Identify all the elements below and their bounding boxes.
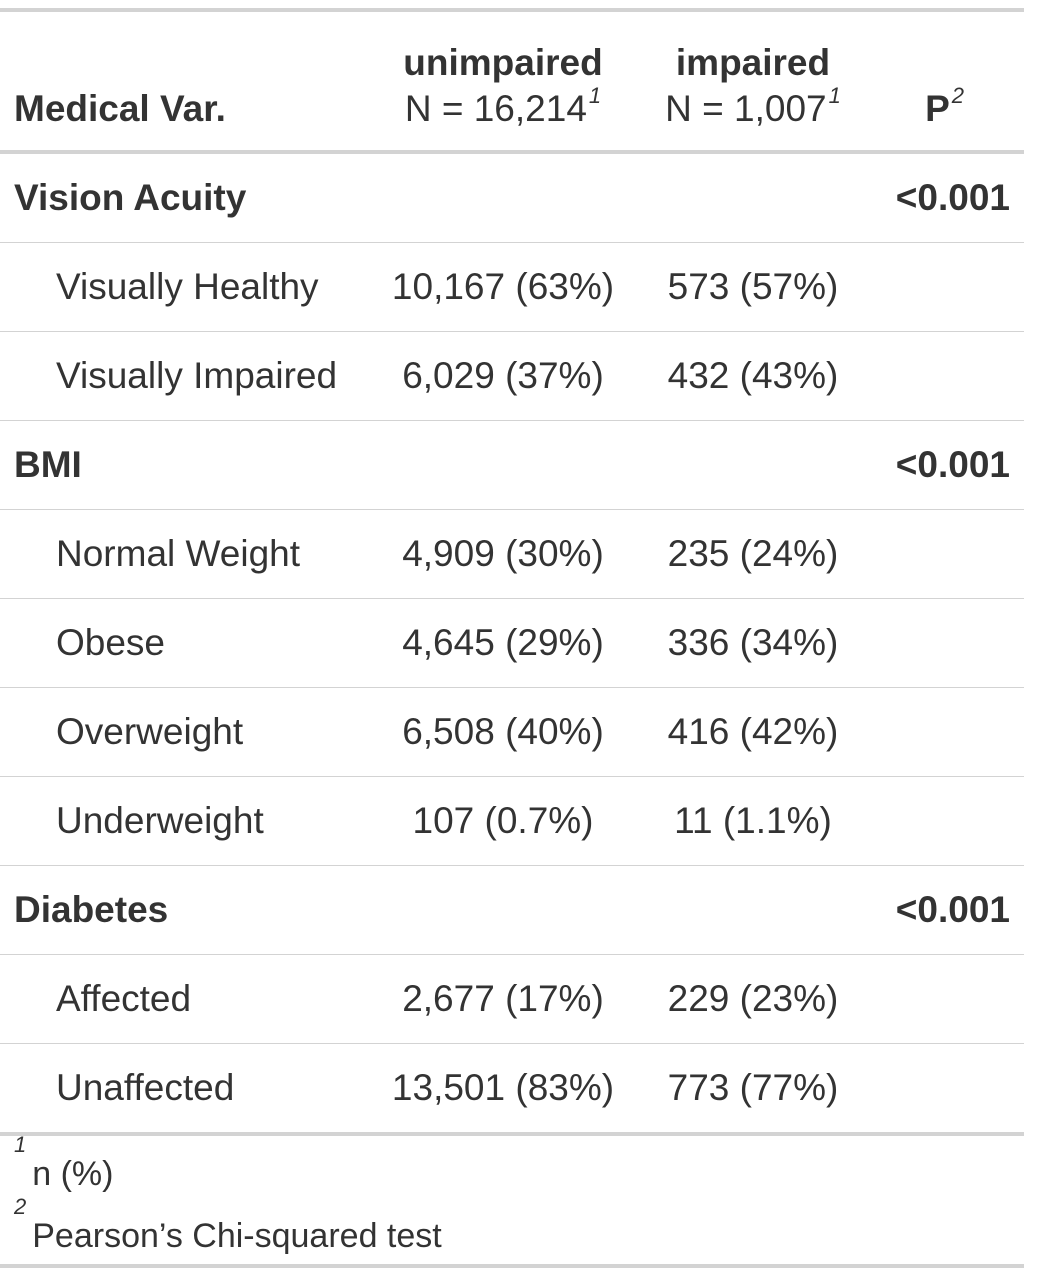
cell-p-value — [870, 509, 1024, 599]
header-impaired-n-text: N = 1,007 — [665, 87, 827, 129]
header-unimpaired-name: unimpaired — [403, 41, 603, 83]
header-impaired-n: N = 1,0071 — [636, 82, 870, 132]
cell-unimpaired: 6,029 (37%) — [370, 331, 636, 421]
cell-p-value — [870, 687, 1024, 777]
cell-unimpaired: 107 (0.7%) — [370, 776, 636, 866]
cell-unimpaired: 10,167 (63%) — [370, 242, 636, 332]
header-unimpaired: unimpaired N = 16,2141 — [370, 12, 636, 150]
header-variable-label: Medical Var. — [14, 87, 226, 129]
table-row: Unaffected 13,501 (83%) 773 (77%) — [0, 1044, 1024, 1133]
cell-impaired: 11 (1.1%) — [636, 776, 870, 866]
cell-impaired — [636, 154, 870, 243]
row-label: Unaffected — [56, 1067, 235, 1108]
cell-impaired: 432 (43%) — [636, 331, 870, 421]
cell-unimpaired — [370, 420, 636, 510]
header-unimpaired-n: N = 16,2141 — [370, 82, 636, 132]
cell-p-value — [870, 1044, 1024, 1133]
cell-p-value: <0.001 — [870, 865, 1024, 955]
group-row: BMI <0.001 — [0, 420, 1024, 510]
footnote-1: 1 n (%) — [14, 1132, 1024, 1194]
top-rule — [0, 8, 1024, 12]
table-row: Overweight 6,508 (40%) 416 (42%) — [0, 687, 1024, 777]
header-p-label: P — [925, 87, 950, 129]
table-row: Underweight 107 (0.7%) 11 (1.1%) — [0, 776, 1024, 866]
cell-unimpaired: 2,677 (17%) — [370, 954, 636, 1044]
footnotes: 1 n (%) 2 Pearson’s Chi-squared test — [0, 1132, 1024, 1264]
header-impaired-name: impaired — [675, 41, 831, 83]
footnote-mark: 2 — [14, 1194, 27, 1219]
row-label: BMI — [0, 420, 370, 510]
cell-p-value: <0.001 — [870, 154, 1024, 243]
table-header: Medical Var. unimpaired N = 16,2141 impa… — [0, 12, 1024, 150]
footnote-2: 2 Pearson’s Chi-squared test — [14, 1194, 1024, 1264]
cell-unimpaired — [370, 865, 636, 955]
row-label: Diabetes — [0, 865, 370, 955]
header-p-value: P2 — [870, 12, 1024, 150]
row-label: Visually Healthy — [0, 242, 370, 332]
header-unimpaired-n-text: N = 16,214 — [404, 87, 587, 129]
data-table-body: Vision Acuity <0.001 Visually Healthy 10,16… — [0, 154, 1024, 1132]
header-variable: Medical Var. — [0, 12, 370, 150]
footnote-text: n (%) — [32, 1155, 114, 1193]
cell-p-value — [870, 331, 1024, 421]
data-table: Medical Var. unimpaired N = 16,2141 impa… — [0, 12, 1024, 150]
cell-p-value: <0.001 — [870, 420, 1024, 510]
footnote-mark: 1 — [14, 1132, 27, 1157]
table-row: Affected 2,677 (17%) 229 (23%) — [0, 954, 1024, 1044]
bottom-rule — [0, 1132, 1024, 1136]
final-rule — [0, 1264, 1024, 1268]
header-rule — [0, 150, 1024, 154]
cell-p-value — [870, 954, 1024, 1044]
cell-unimpaired: 4,909 (30%) — [370, 509, 636, 599]
footnote-ref: 1 — [828, 82, 841, 108]
group-row: Vision Acuity <0.001 — [0, 154, 1024, 243]
row-label: Affected — [0, 954, 370, 1044]
cell-p-value — [870, 242, 1024, 332]
row-label: Vision Acuity — [0, 154, 370, 243]
footnote-ref: 2 — [951, 82, 964, 108]
cell-impaired: 416 (42%) — [636, 687, 870, 777]
cell-unimpaired: 6,508 (40%) — [370, 687, 636, 777]
footnote-text: Pearson’s Chi-squared test — [32, 1217, 442, 1255]
row-label: Normal Weight — [0, 509, 370, 599]
cell-impaired — [636, 420, 870, 510]
group-row: Diabetes <0.001 — [0, 865, 1024, 955]
cell-impaired: 573 (57%) — [636, 242, 870, 332]
footnote-ref: 1 — [588, 82, 602, 108]
cell-p-value — [870, 598, 1024, 688]
cell-unimpaired: 13,501 (83%) — [391, 1067, 615, 1108]
table-body: Vision Acuity <0.001 Visually Healthy 10,16… — [0, 154, 1024, 1132]
header-impaired: impaired N = 1,0071 — [636, 12, 870, 150]
cell-unimpaired — [370, 154, 636, 243]
cell-impaired: 336 (34%) — [636, 598, 870, 688]
row-label: Obese — [0, 598, 370, 688]
row-label: Visually Impaired — [0, 331, 370, 421]
cell-impaired: 773 (77%) — [667, 1067, 839, 1108]
row-label: Underweight — [0, 776, 370, 866]
cell-impaired: 229 (23%) — [636, 954, 870, 1044]
table-row: Obese 4,645 (29%) 336 (34%) — [0, 598, 1024, 688]
cell-impaired: 235 (24%) — [636, 509, 870, 599]
table-row: Visually Impaired 6,029 (37%) 432 (43%) — [0, 331, 1024, 421]
table-row: Visually Healthy 10,167 (63%) 573 (57%) — [0, 242, 1024, 332]
row-label: Overweight — [0, 687, 370, 777]
table-row: Normal Weight 4,909 (30%) 235 (24%) — [0, 509, 1024, 599]
cell-unimpaired: 4,645 (29%) — [370, 598, 636, 688]
cell-p-value — [870, 776, 1024, 866]
cell-impaired — [636, 865, 870, 955]
